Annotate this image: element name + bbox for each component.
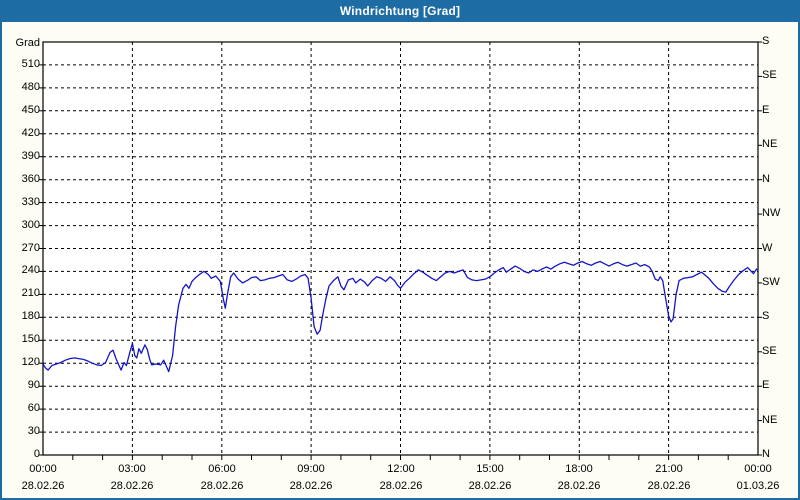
wind-direction-line (42, 260, 759, 373)
window-titlebar[interactable]: Windrichtung [Grad] (0, 0, 800, 22)
window-title: Windrichtung [Grad] (339, 4, 461, 18)
